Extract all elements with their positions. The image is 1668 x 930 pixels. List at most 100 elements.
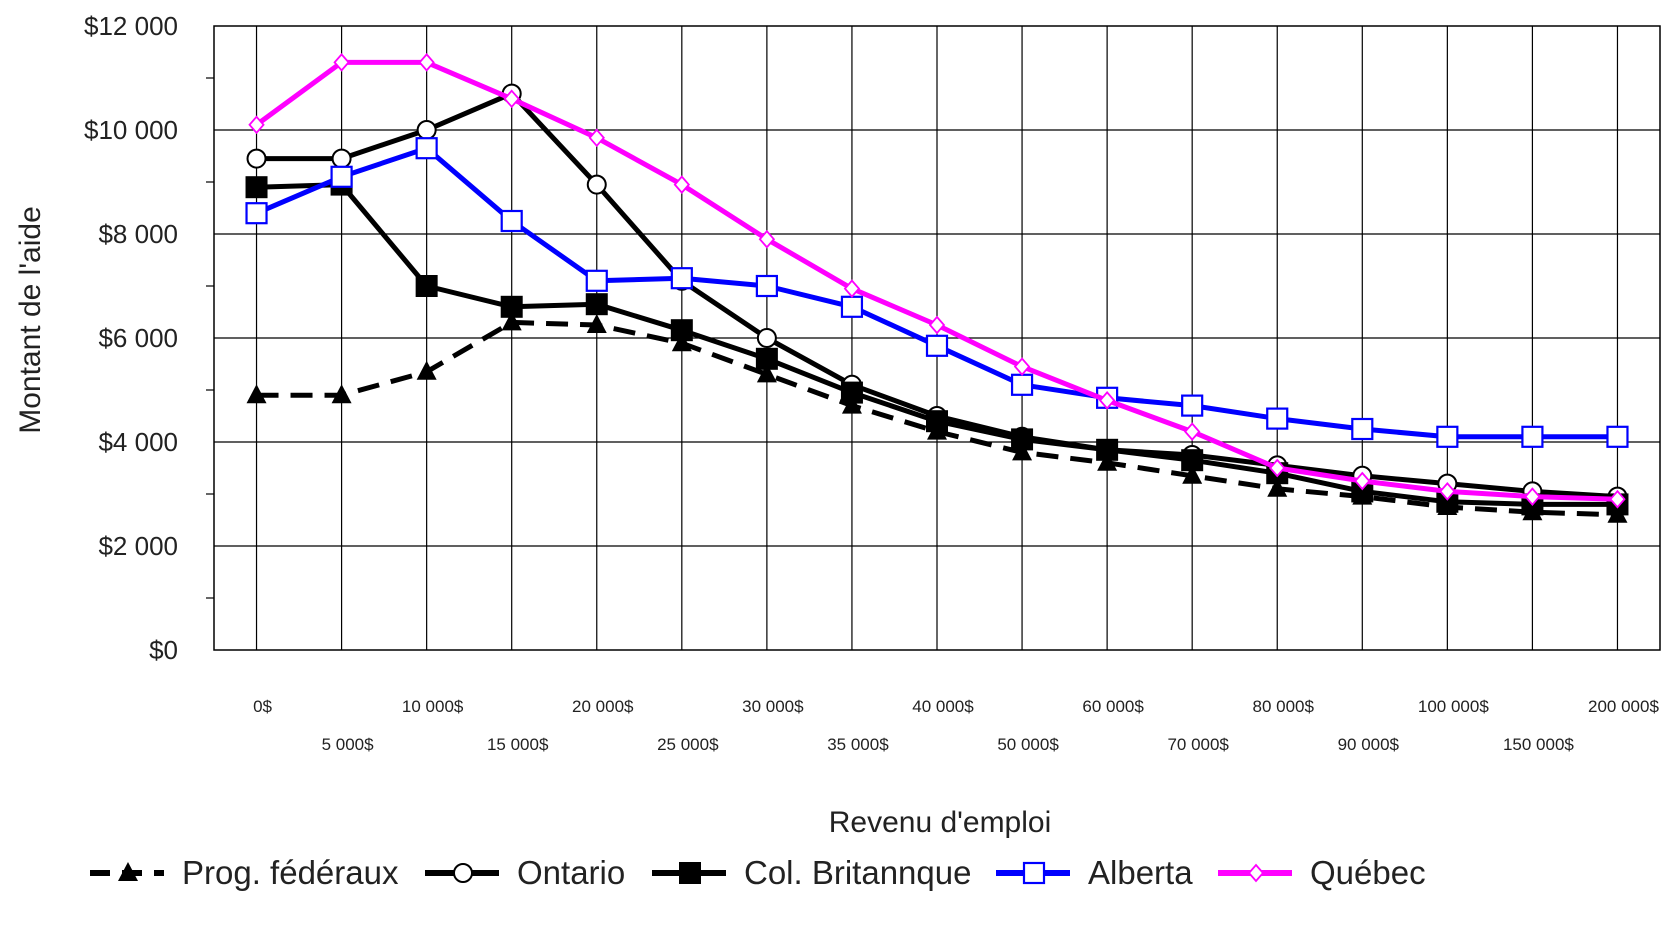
data-point [926,410,948,433]
legend-marker [453,863,473,883]
y-tick-label: $2 000 [98,531,178,561]
data-point [1096,438,1119,461]
x-tick-label: 90 000$ [1338,735,1400,754]
x-tick-label: 200 000$ [1588,697,1659,716]
data-point [248,115,265,135]
data-point [1182,464,1203,484]
series-3 [245,137,1629,448]
data-point [245,176,268,199]
data-point [331,384,352,404]
data-point [928,315,946,335]
legend-item: Col. Britannque [652,854,971,891]
data-point [331,148,352,169]
legend-item: Alberta [996,854,1193,891]
series-layer [245,53,1629,523]
x-tick-label: 50 000$ [997,735,1059,754]
x-tick-label: 150 000$ [1503,735,1574,754]
data-point [415,275,438,297]
data-point [1521,425,1544,448]
data-point [758,229,776,249]
x-tick-label: 35 000$ [827,735,889,754]
y-tick-label: $4 000 [98,427,178,457]
legend-label: Prog. fédéraux [182,854,399,891]
data-point [1012,441,1033,461]
y-tick-label: $8 000 [98,219,178,249]
data-point [1439,482,1456,501]
data-point [756,328,777,348]
data-point [333,53,350,72]
data-point [586,314,607,333]
data-point [1267,477,1288,497]
x-tick-label: 40 000$ [912,697,974,716]
data-point [843,279,861,298]
data-point [670,319,693,342]
x-axis-title: Revenu d'emploi [829,806,1052,839]
data-point [1266,407,1289,430]
legend-marker [679,862,701,884]
y-axis-title: Montant de l'aide [14,206,47,434]
data-point [1181,449,1204,472]
legend-label: Québec [1310,854,1426,891]
data-point [1524,487,1541,506]
data-point [500,209,523,233]
data-point [416,120,437,140]
data-point [673,175,691,194]
data-point [755,274,778,298]
data-point [1011,428,1034,451]
data-point [245,202,268,225]
data-point [246,384,267,404]
legend-item: Ontario [425,854,625,891]
x-tick-label: 80 000$ [1253,697,1315,716]
x-tick-label: 5 000$ [322,735,375,754]
y-tick-label: $12 000 [84,11,178,41]
data-point [1436,490,1459,513]
series-2 [245,173,1629,516]
legend-marker [1022,861,1046,885]
data-point [755,347,778,370]
data-point [418,53,435,72]
data-point [501,311,522,331]
legend-marker [1247,863,1265,883]
data-point [1609,489,1626,509]
data-point [1183,422,1201,441]
x-tick-label: 20 000$ [572,697,634,716]
series-line [256,319,1618,518]
legend-label: Ontario [517,854,625,891]
data-point [1436,425,1459,448]
data-point [588,128,605,148]
data-point [500,295,523,318]
series-4 [248,53,1626,509]
x-tick-label: 15 000$ [487,735,549,754]
data-point [841,394,862,414]
x-tick-label: 25 000$ [657,735,719,754]
x-tick-label: 70 000$ [1167,735,1229,754]
data-point [585,269,608,292]
y-tick-label: $0 [149,635,178,665]
data-point [585,293,608,316]
x-tick-label: 30 000$ [742,697,804,716]
data-point [1097,451,1118,471]
data-point [1098,391,1116,410]
legend-marker [118,862,138,881]
data-point [1013,357,1031,376]
data-point [1606,425,1629,448]
y-tick-label: $6 000 [98,323,178,353]
data-point [1351,480,1374,503]
data-point [1010,373,1034,396]
data-point [671,332,692,352]
x-tick-label: 0$ [253,697,272,716]
x-tick-label: 60 000$ [1082,697,1144,716]
data-point [1269,458,1286,478]
data-point [840,381,863,404]
data-point [586,174,607,195]
y-tick-label: $10 000 [84,115,178,145]
legend-item: Québec [1218,854,1426,891]
legend: Prog. fédéraux Ontario Col. Britannque Albe… [90,854,1426,891]
x-tick-label: 100 000$ [1418,697,1489,716]
data-point [415,137,438,160]
data-point [503,89,520,109]
data-point [756,363,777,383]
data-point [670,267,693,290]
data-point [925,334,949,357]
x-tick-label: 10 000$ [402,697,464,716]
